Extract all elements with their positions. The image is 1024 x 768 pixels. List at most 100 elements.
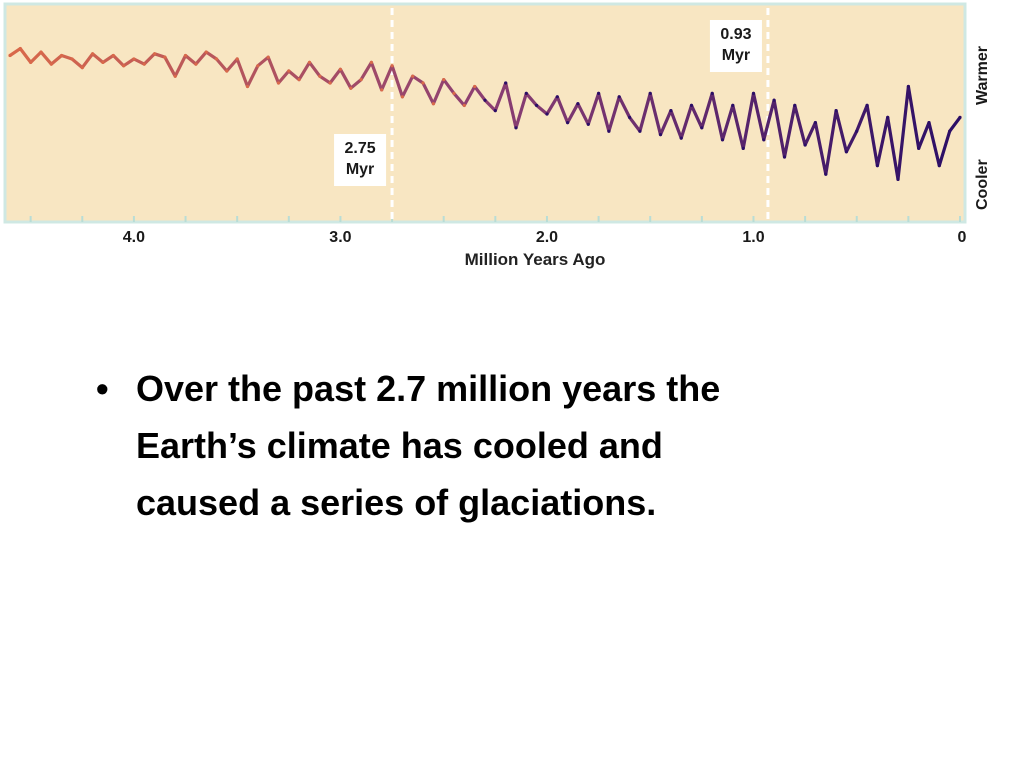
- data-point: [958, 115, 962, 119]
- data-point: [122, 64, 126, 68]
- bullet-line: Earth’s climate has cooled and: [136, 425, 663, 466]
- data-point: [49, 62, 53, 66]
- marker-label: Myr: [722, 47, 750, 64]
- data-point: [183, 53, 188, 58]
- x-axis-title: Million Years Ago: [465, 250, 606, 269]
- series-layer: [8, 47, 962, 181]
- data-point: [731, 103, 735, 107]
- data-point: [153, 52, 157, 56]
- marker-label-box: [334, 134, 387, 186]
- data-point: [101, 60, 105, 64]
- data-point: [214, 57, 219, 61]
- data-point: [720, 138, 725, 142]
- data-point: [648, 91, 652, 95]
- data-point: [8, 53, 12, 58]
- data-point: [142, 62, 146, 66]
- data-point: [132, 57, 136, 61]
- data-point: [638, 129, 642, 133]
- data-point: [782, 155, 787, 159]
- data-point: [514, 126, 518, 130]
- data-point: [163, 55, 167, 59]
- data-point: [824, 172, 828, 176]
- data-point: [400, 95, 404, 99]
- data-point: [307, 60, 312, 64]
- data-point: [204, 50, 208, 54]
- data-point: [689, 103, 694, 107]
- y-warmer-label: Warmer: [974, 46, 991, 105]
- data-point: [39, 50, 43, 54]
- data-point: [896, 177, 900, 181]
- bullet-line: Over the past 2.7 million years the: [136, 368, 721, 409]
- data-point: [762, 138, 766, 142]
- data-point: [194, 62, 198, 66]
- bullet-line: caused a series of glaciations.: [136, 482, 657, 523]
- data-point: [318, 74, 322, 78]
- data-point: [617, 95, 621, 99]
- bullet-text: Over the past 2.7 million years the Eart…: [136, 360, 916, 531]
- data-point: [555, 95, 559, 99]
- data-point: [493, 109, 497, 113]
- data-point: [586, 122, 590, 126]
- data-point: [741, 146, 745, 150]
- data-point: [628, 115, 632, 119]
- data-point: [658, 133, 663, 137]
- data-point: [91, 52, 95, 56]
- data-point: [359, 78, 363, 82]
- data-point: [834, 109, 838, 113]
- data-point: [937, 164, 941, 168]
- x-tick-label: 2.0: [536, 229, 558, 246]
- data-point: [225, 69, 229, 73]
- data-point: [772, 98, 776, 102]
- data-point: [710, 91, 714, 95]
- data-point: [380, 88, 384, 92]
- data-point: [431, 102, 435, 106]
- data-point: [390, 64, 394, 68]
- marker-label: 0.93: [720, 26, 751, 43]
- marker-label: 2.75: [344, 140, 375, 157]
- x-tick-label: 4.0: [123, 229, 145, 246]
- data-point: [927, 121, 931, 125]
- data-point: [917, 146, 921, 150]
- x-tick-label: 0: [958, 229, 967, 246]
- temperature-chart: 2.75 Myr 0.93 Myr 4.0 3.0 2.0 1.0 0 Million Yea…: [0, 0, 1024, 280]
- data-point: [70, 57, 74, 61]
- plot-frame: [3, 2, 967, 224]
- data-point: [297, 78, 301, 82]
- data-point: [545, 112, 549, 116]
- x-tick-label: 3.0: [329, 229, 351, 246]
- data-point: [813, 121, 818, 125]
- data-point: [524, 91, 528, 95]
- data-point: [256, 64, 260, 68]
- data-point: [700, 126, 704, 130]
- data-point: [369, 60, 373, 64]
- data-point: [504, 81, 508, 85]
- data-point: [473, 84, 477, 89]
- data-point: [597, 91, 601, 95]
- marker-layer: 2.75 Myr 0.93 Myr: [334, 8, 770, 222]
- data-point: [29, 60, 33, 64]
- data-point: [452, 91, 456, 95]
- data-point: [421, 81, 425, 85]
- chart-svg: 2.75 Myr 0.93 Myr 4.0 3.0 2.0 1.0 0 Million Yea…: [3, 2, 991, 269]
- y-cooler-label: Cooler: [974, 159, 991, 210]
- data-point: [411, 74, 415, 78]
- marker-label: Myr: [346, 161, 374, 178]
- data-point: [287, 69, 291, 73]
- data-point: [865, 103, 869, 107]
- data-point: [349, 86, 353, 90]
- data-point: [566, 121, 570, 125]
- bullet-item: • Over the past 2.7 million years the Ea…: [96, 360, 916, 531]
- data-point: [266, 55, 270, 59]
- data-point: [245, 84, 250, 89]
- data-point: [576, 102, 580, 106]
- data-point: [906, 84, 911, 89]
- data-point: [328, 81, 332, 85]
- data-point: [442, 78, 446, 82]
- data-point: [875, 164, 880, 168]
- tick-labels: 4.0 3.0 2.0 1.0 0: [123, 229, 967, 246]
- data-point: [793, 103, 797, 107]
- data-point: [844, 150, 849, 154]
- data-point: [607, 129, 611, 133]
- data-point: [111, 53, 115, 58]
- bullet-marker: •: [96, 368, 109, 409]
